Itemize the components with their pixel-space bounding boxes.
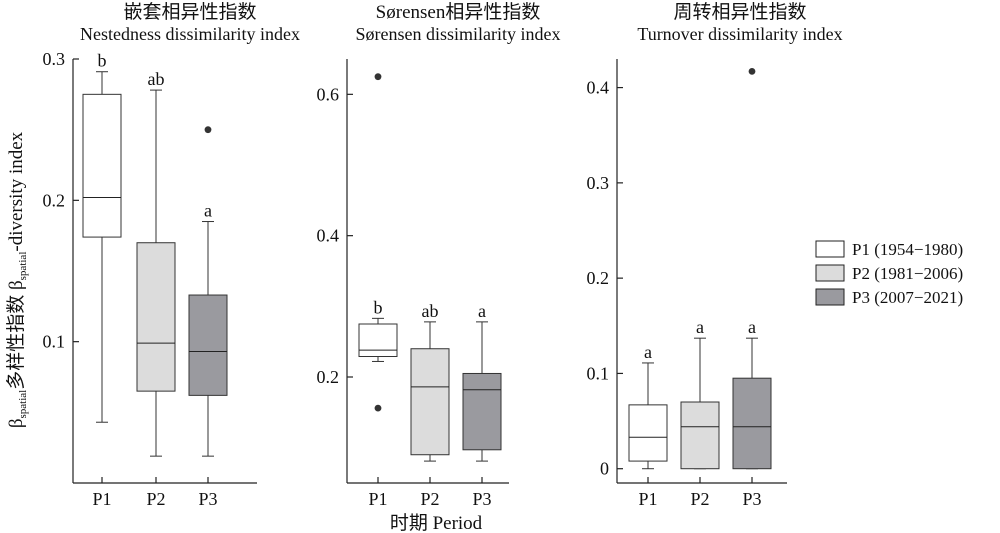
panel-title-en: Sørensen dissimilarity index (356, 24, 561, 44)
y-axis-title-middle: 多样性指数 β (5, 280, 27, 389)
significance-letter: ab (148, 69, 165, 89)
legend-label-p2: P2 (1981−2006) (852, 264, 963, 283)
box-p2: P2 ab (136, 69, 176, 509)
panel-title-en: Nestedness dissimilarity index (80, 24, 300, 44)
x-tick-label: P1 (92, 489, 111, 509)
y-axis-title-group: βspatial多样性指数 βspatial-diversity index (5, 131, 29, 428)
box-p2: P2 a (680, 317, 720, 509)
significance-letter: a (478, 301, 486, 321)
panel-title-cn: 周转相异性指数 (673, 1, 806, 23)
box-iqr (82, 93, 122, 238)
x-axis-title: 时期 Period (390, 512, 483, 533)
legend-label-p1: P1 (1954−1980) (852, 240, 963, 259)
panel-title-en: Turnover dissimilarity index (637, 24, 842, 44)
y-axis-title-sub1: spatial (17, 390, 29, 419)
legend-swatch-p2 (815, 264, 845, 282)
box-iqr (732, 377, 772, 470)
significance-letter: a (644, 342, 652, 362)
y-tick-label: 0.2 (43, 190, 66, 210)
box-p2: P2 ab (410, 301, 450, 509)
box-p1: P1 a (628, 342, 668, 509)
box-p3: P3 a (732, 67, 772, 509)
significance-letter: a (204, 201, 212, 221)
y-tick-label: 0.6 (317, 84, 340, 104)
y-tick-label: 0.4 (587, 78, 610, 98)
y-tick-label: 0.1 (43, 332, 66, 352)
box-iqr (188, 294, 228, 396)
y-tick-label: 0.2 (317, 367, 340, 387)
y-tick-label: 0.2 (587, 268, 610, 288)
x-tick-label: P2 (690, 489, 709, 509)
x-tick-label: P3 (742, 489, 761, 509)
y-tick-label: 0.4 (317, 226, 340, 246)
box-iqr (628, 404, 668, 462)
significance-letter: b (374, 297, 383, 317)
y-axis-title-suffix: -diversity index (6, 131, 27, 251)
y-axis-title-prefix: β (6, 418, 27, 428)
y-tick-label: 0.1 (587, 363, 610, 383)
box-iqr (462, 372, 502, 451)
legend-label-p3: P3 (2007−2021) (852, 288, 963, 307)
box-p1: P1 b (358, 73, 398, 509)
x-tick-label: P1 (368, 489, 387, 509)
box-p1: P1 b (82, 51, 122, 509)
box-iqr (358, 323, 398, 358)
legend: P1 (1954−1980) P2 (1981−2006) P3 (2007−2… (815, 240, 963, 307)
outlier-point (204, 126, 212, 134)
legend-swatch-p1 (815, 240, 845, 258)
outlier-point (374, 73, 382, 81)
legend-swatch-p3 (815, 288, 845, 306)
y-tick-label: 0.3 (43, 49, 66, 69)
panel-title-cn: 嵌套相异性指数 (123, 1, 256, 23)
significance-letter: a (748, 317, 756, 337)
x-tick-label: P3 (472, 489, 491, 509)
y-axis-title-sub2: spatial (17, 252, 29, 281)
x-tick-label: P2 (146, 489, 165, 509)
panel-title-cn: Sørensen相异性指数 (376, 1, 541, 23)
x-tick-label: P3 (198, 489, 217, 509)
box-iqr (136, 242, 176, 392)
outlier-point (374, 404, 382, 412)
box-iqr (680, 401, 720, 470)
y-axis-title: βspatial多样性指数 βspatial-diversity index (5, 131, 29, 428)
significance-letter: b (98, 51, 107, 71)
significance-letter: a (696, 317, 704, 337)
y-tick-label: 0.3 (587, 173, 610, 193)
x-tick-label: P2 (420, 489, 439, 509)
significance-letter: ab (422, 301, 439, 321)
outlier-point (748, 67, 756, 75)
box-p3: P3 a (188, 126, 228, 509)
x-tick-label: P1 (638, 489, 657, 509)
box-p3: P3 a (462, 301, 502, 509)
y-tick-label: 0 (600, 459, 609, 479)
box-iqr (410, 348, 450, 456)
